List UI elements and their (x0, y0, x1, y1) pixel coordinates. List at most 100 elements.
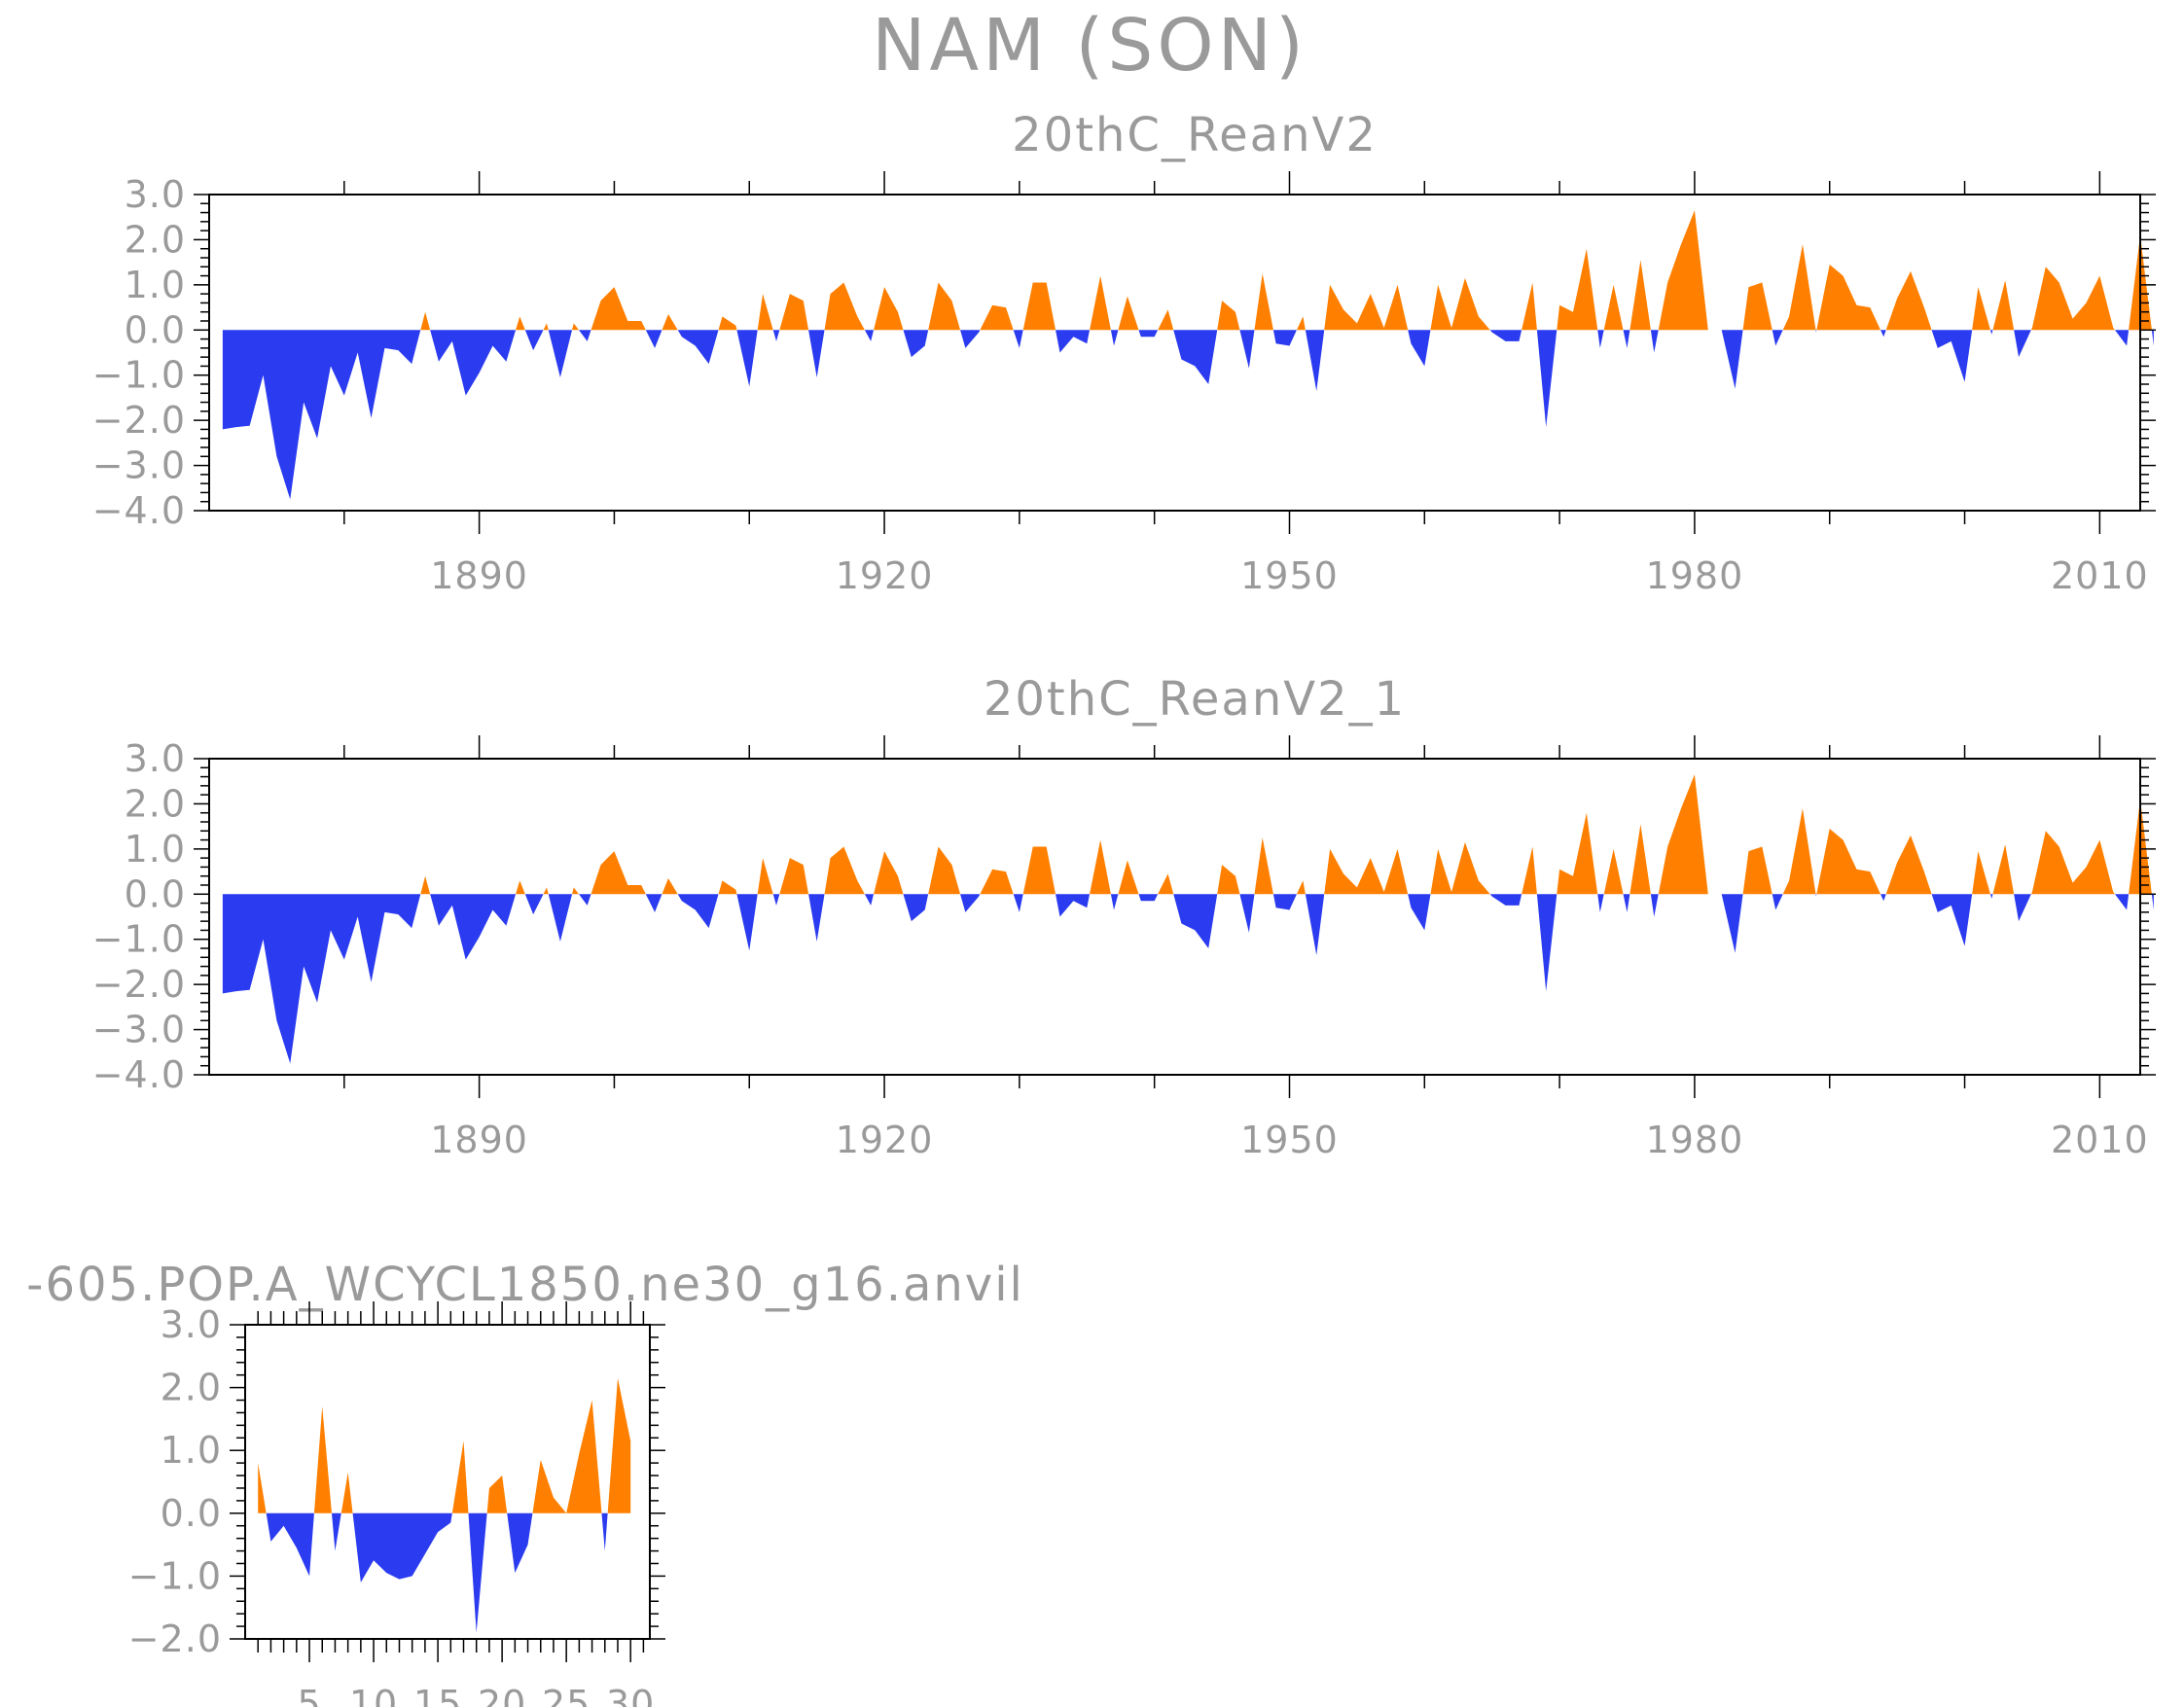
negative-area (808, 330, 825, 378)
x-tick-label: 10 (349, 1683, 398, 1707)
negative-area (1272, 894, 1297, 910)
negative-area (2151, 894, 2154, 910)
positive-area (980, 869, 1014, 895)
positive-area (1885, 835, 1932, 895)
negative-area (645, 330, 662, 348)
panel-2-axes (194, 735, 2156, 1098)
negative-area (1056, 894, 1091, 917)
positive-area (757, 858, 773, 895)
positive-area (591, 287, 646, 331)
negative-area (1931, 330, 1973, 382)
negative-area (903, 330, 929, 358)
negative-area (1408, 894, 1431, 931)
negative-area (1110, 330, 1119, 346)
panel-1-axes (194, 171, 2156, 534)
negative-area (1650, 330, 1659, 353)
negative-area (645, 894, 662, 912)
positive-area (1430, 841, 1490, 895)
positive-area (1254, 837, 1273, 895)
x-tick-label: 1920 (836, 1119, 934, 1161)
negative-area (1931, 894, 1973, 946)
positive-area (1022, 846, 1056, 895)
y-tick-label: 0.0 (161, 1492, 222, 1535)
negative-area (677, 894, 719, 929)
negative-area (1305, 894, 1325, 955)
negative-area (864, 894, 875, 906)
positive-area (1158, 309, 1174, 331)
negative-area (960, 894, 981, 912)
x-tick-label: 5 (297, 1683, 321, 1707)
y-tick-label: 2.0 (161, 1367, 222, 1409)
y-tick-label: −2.0 (128, 1618, 222, 1660)
x-tick-label: 30 (606, 1683, 655, 1707)
y-tick-label: 2.0 (125, 218, 186, 261)
positive-area (928, 282, 961, 331)
negative-area (1536, 330, 1557, 428)
positive-area (718, 880, 737, 895)
negative-area (1623, 894, 1630, 912)
positive-area (543, 323, 549, 331)
panel-2-y-tick-labels: 3.0 2.0 1.0 0.0 −1.0 −2.0 −3.0 −4.0 (92, 737, 186, 1096)
positive-area (532, 1400, 602, 1513)
positive-area (1254, 273, 1273, 331)
negative-area (772, 330, 780, 341)
y-tick-label: −3.0 (92, 1009, 186, 1051)
y-tick-label: 0.0 (125, 872, 186, 915)
positive-area (543, 887, 549, 895)
positive-area (718, 316, 737, 331)
negative-area (507, 1512, 533, 1574)
panel-3-y-tick-labels: 3.0 2.0 1.0 0.0 −1.0 −2.0 (128, 1303, 222, 1660)
positive-area (779, 858, 809, 895)
panel-2-x-tick-labels: 1890 1920 1950 1980 2010 (430, 1119, 2147, 1161)
positive-area (1816, 828, 1881, 895)
negative-area (677, 330, 719, 365)
positive-area (662, 314, 678, 331)
positive-area (928, 846, 961, 895)
chart-panel-1: 20thC_ReanV2 3.0 2.0 1.0 0.0 −1.0 −2.0 −… (92, 108, 2156, 597)
negative-area (1408, 330, 1431, 367)
positive-area (1557, 248, 1598, 331)
positive-area (1816, 264, 1881, 331)
positive-area (420, 875, 431, 895)
panel-2-title: 20thC_ReanV2_1 (984, 672, 1406, 727)
positive-area (1972, 851, 1990, 895)
x-tick-label: 2010 (2051, 554, 2149, 597)
negative-area (1013, 894, 1023, 912)
positive-area (1603, 848, 1624, 895)
positive-area (340, 1472, 353, 1513)
negative-area (1989, 330, 1993, 335)
panel-1-x-tick-labels: 1890 1920 1950 1980 2010 (430, 554, 2149, 597)
negative-area (1815, 330, 1817, 333)
positive-area (1603, 284, 1624, 331)
positive-area (1118, 296, 1139, 331)
panel-1-y-tick-labels: 3.0 2.0 1.0 0.0 −1.0 −2.0 −3.0 −4.0 (92, 173, 186, 532)
positive-area (1629, 824, 1651, 895)
positive-area (572, 323, 579, 331)
y-tick-label: −1.0 (128, 1554, 222, 1597)
positive-area (980, 304, 1014, 331)
x-tick-label: 20 (478, 1683, 526, 1707)
negative-area (1489, 330, 1522, 341)
positive-area (1658, 210, 1722, 331)
positive-area (258, 1463, 267, 1513)
y-tick-label: −2.0 (92, 399, 186, 442)
y-tick-label: −1.0 (92, 354, 186, 397)
negative-area (430, 330, 517, 396)
positive-area (420, 311, 431, 331)
negative-area (1880, 330, 1886, 338)
positive-area (1118, 860, 1139, 895)
y-tick-label: 1.0 (125, 264, 186, 306)
y-tick-label: −2.0 (92, 963, 186, 1006)
negative-area (1536, 894, 1557, 992)
y-tick-label: −4.0 (92, 489, 186, 532)
y-tick-label: 3.0 (125, 173, 186, 216)
x-tick-label: 1920 (836, 554, 934, 597)
positive-area (1430, 277, 1490, 331)
positive-area (1522, 282, 1537, 331)
negative-area (1305, 330, 1325, 391)
panel-1-title: 20thC_ReanV2 (1012, 108, 1378, 162)
positive-area (1992, 280, 2015, 331)
negative-area (1721, 894, 1743, 953)
positive-area (1742, 282, 1772, 331)
negative-area (1239, 330, 1255, 369)
